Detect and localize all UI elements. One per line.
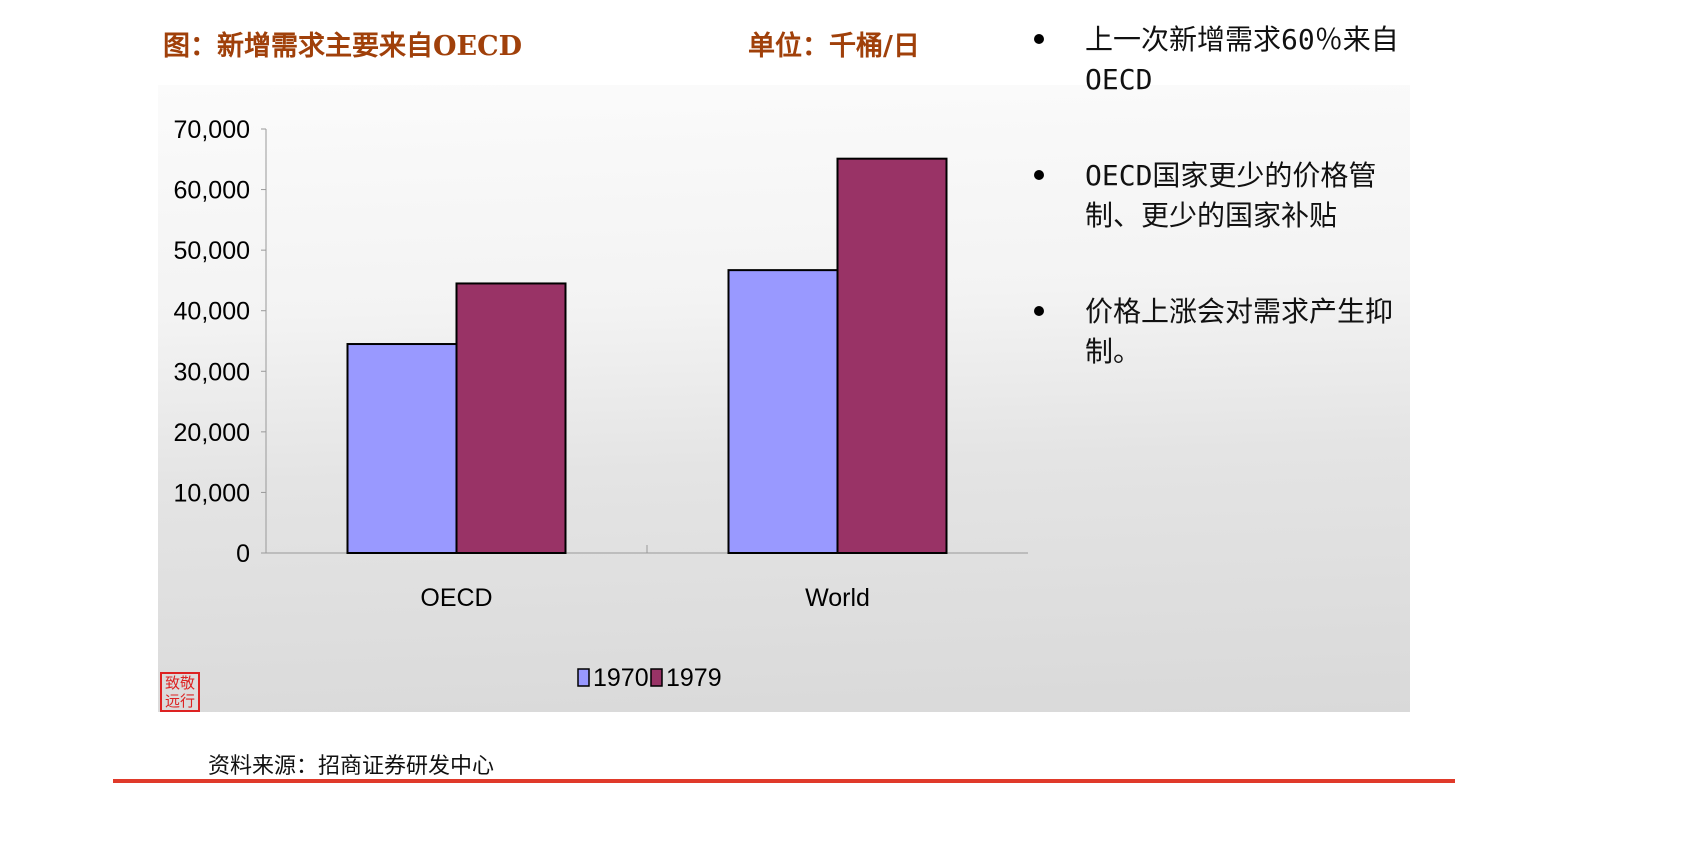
legend-label: 1970 <box>593 664 649 692</box>
bullet-item: OECD国家更少的价格管制、更少的国家补贴 <box>1030 156 1410 236</box>
bullet-text: 上一次新增需求60％来自OECD <box>1085 23 1399 96</box>
bullet-list: 上一次新增需求60％来自OECD OECD国家更少的价格管制、更少的国家补贴 价… <box>1030 20 1410 428</box>
legend-label: 1979 <box>666 664 722 692</box>
y-tick-label: 50,000 <box>174 237 250 265</box>
bullet-dot-icon <box>1034 306 1044 316</box>
legend-swatch-1979 <box>650 668 663 687</box>
bullet-dot-icon <box>1034 34 1044 44</box>
x-tick-label: OECD <box>420 584 492 612</box>
y-tick-label: 70,000 <box>174 116 250 144</box>
bullet-text: OECD国家更少的价格管制、更少的国家补贴 <box>1085 159 1377 232</box>
unit-label: 单位：千桶/日 <box>748 31 920 62</box>
y-tick-label: 40,000 <box>174 298 250 326</box>
bar-world-1970 <box>727 269 839 554</box>
bullet-item: 上一次新增需求60％来自OECD <box>1030 20 1410 100</box>
bar-world-1979 <box>836 157 948 554</box>
x-tick-label: World <box>805 584 870 612</box>
y-tick-label: 10,000 <box>174 479 250 507</box>
figure-title: 图：新增需求主要来自OECD <box>163 31 523 62</box>
source-note: 资料来源：招商证券研发中心 <box>208 754 495 779</box>
bar-oecd-1979 <box>455 282 567 554</box>
bullet-item: 价格上涨会对需求产生抑制。 <box>1030 292 1410 372</box>
y-tick-label: 0 <box>236 540 250 568</box>
seal-logo: 致敬 远行 <box>160 672 200 712</box>
y-tick-label: 60,000 <box>174 177 250 205</box>
y-tick-label: 20,000 <box>174 419 250 447</box>
footer-divider <box>113 779 1455 783</box>
y-tick-label: 30,000 <box>174 358 250 386</box>
bullet-text: 价格上涨会对需求产生抑制。 <box>1085 295 1394 368</box>
legend-swatch-1970 <box>577 668 590 687</box>
bar-oecd-1970 <box>346 343 458 554</box>
bullet-dot-icon <box>1034 170 1044 180</box>
